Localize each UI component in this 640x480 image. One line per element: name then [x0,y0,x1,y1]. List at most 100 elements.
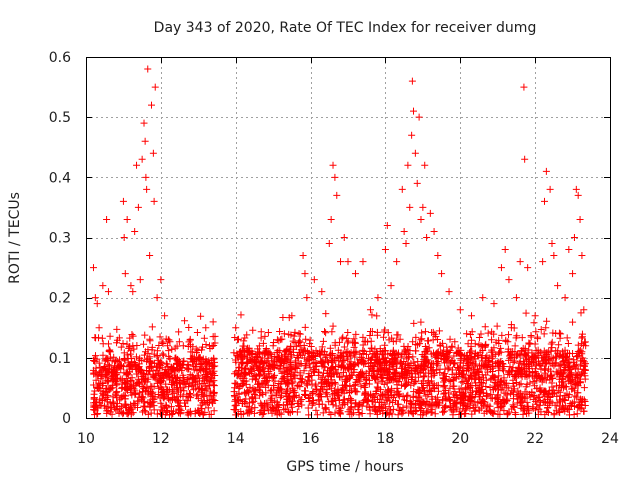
data-point-marker [427,364,435,372]
data-point-marker [162,401,170,409]
data-point-marker [319,409,327,417]
data-point-marker [331,386,339,394]
data-point-marker [163,408,171,416]
data-point-marker [284,380,292,388]
data-point-marker [413,368,421,376]
data-point-marker [120,369,128,377]
data-point-marker [328,328,336,336]
data-point-marker [373,348,381,356]
data-point-marker [536,361,544,369]
data-point-marker [569,318,577,326]
data-point-marker [460,410,468,418]
data-point-marker [555,408,563,416]
data-point-marker [402,349,410,357]
data-point-marker [480,360,488,368]
data-point-marker [209,318,217,326]
data-point-marker [123,215,131,223]
data-point-marker [386,406,394,414]
data-point-marker [187,348,195,356]
data-point-marker [531,382,539,390]
data-point-marker [351,339,359,347]
data-point-marker [419,203,427,211]
data-point-marker [489,363,497,371]
data-point-marker [256,383,264,391]
data-point-marker [133,341,141,349]
data-point-marker [244,409,252,417]
data-point-marker [435,327,443,335]
data-point-marker [499,365,507,373]
data-point-marker [458,378,466,386]
data-point-marker [340,343,348,351]
y-tick-label: 0.3 [49,231,71,247]
data-point-marker [183,409,191,417]
data-point-marker [89,264,97,272]
data-point-marker [295,354,303,362]
data-point-marker [394,411,402,419]
data-point-marker [194,354,202,362]
data-point-marker [488,394,496,402]
data-point-marker [506,363,514,371]
data-point-marker [354,406,362,414]
data-point-marker [359,398,367,406]
data-point-marker [175,409,183,417]
data-point-marker [96,399,104,407]
data-point-marker [103,395,111,403]
data-point-marker [532,370,540,378]
data-point-marker [478,400,486,408]
data-point-marker [148,323,156,331]
data-point-marker [295,330,303,338]
data-point-marker [209,362,217,370]
data-point-marker [264,357,272,365]
data-point-marker [348,396,356,404]
data-point-marker [457,398,465,406]
data-point-marker [196,355,204,363]
data-point-marker [475,406,483,414]
data-point-marker [266,387,274,395]
data-point-marker [119,197,127,205]
data-point-marker [408,77,416,85]
data-point-marker [318,288,326,296]
data-point-marker [336,373,344,381]
data-point-marker [165,347,173,355]
data-point-marker [157,399,165,407]
data-point-marker [278,378,286,386]
data-point-marker [446,384,454,392]
data-point-marker [295,360,303,368]
data-point-marker [513,399,521,407]
data-point-marker [464,356,472,364]
data-point-marker [377,374,385,382]
data-point-marker [388,385,396,393]
data-point-marker [448,342,456,350]
data-point-marker [252,387,260,395]
data-point-marker [382,410,390,418]
data-point-marker [471,407,479,415]
data-point-marker [431,370,439,378]
data-point-marker [515,359,523,367]
data-point-marker [183,364,191,372]
data-point-marker [374,356,382,364]
data-point-marker [402,380,410,388]
data-point-marker [425,369,433,377]
data-point-marker [111,358,119,366]
data-point-marker [141,137,149,145]
data-point-marker [446,397,454,405]
data-point-marker [394,331,402,339]
data-point-marker [572,360,580,368]
data-point-marker [400,374,408,382]
data-point-marker [245,403,253,411]
data-point-marker [126,334,134,342]
data-point-marker [460,390,468,398]
data-point-marker [209,381,217,389]
data-point-marker [553,370,561,378]
data-point-marker [434,399,442,407]
data-point-marker [536,375,544,383]
x-tick-label: 14 [227,431,245,447]
data-point-marker [543,317,551,325]
data-point-marker [552,353,560,361]
data-point-marker [547,347,555,355]
data-point-marker [544,404,552,412]
data-point-marker [318,343,326,351]
data-point-marker [464,354,472,362]
data-point-marker [312,406,320,414]
data-point-marker [457,385,465,393]
